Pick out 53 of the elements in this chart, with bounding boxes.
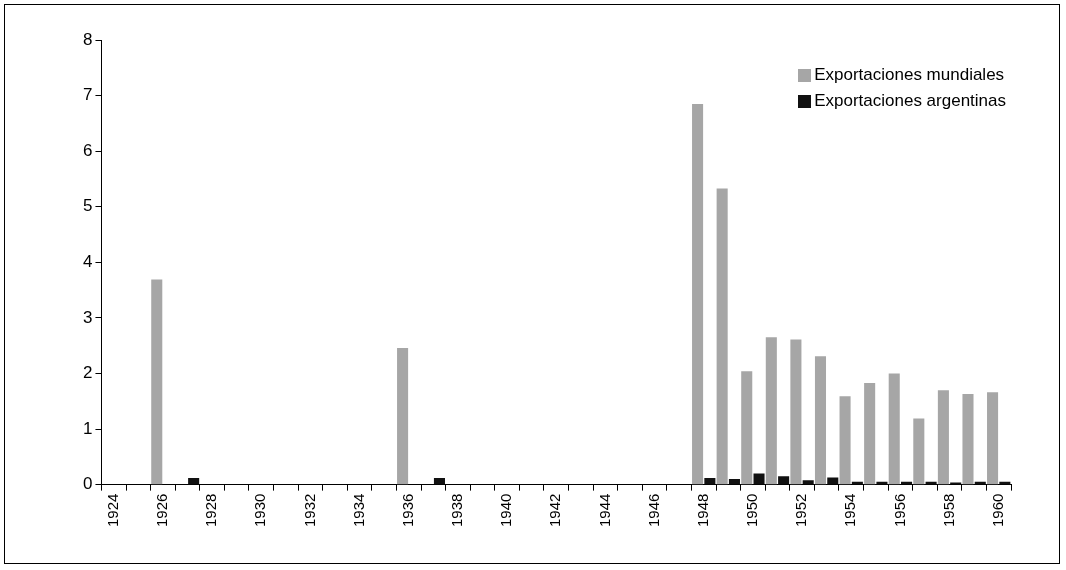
- x-tick-label: 1932: [300, 493, 318, 528]
- x-tick-label: 1954: [841, 493, 859, 528]
- bar: [728, 479, 740, 485]
- bar: [433, 477, 445, 485]
- bar: [962, 394, 974, 485]
- x-tick-label: 1960: [988, 493, 1006, 528]
- bar: [692, 103, 704, 485]
- bar: [765, 337, 777, 485]
- bar: [913, 418, 925, 485]
- bar: [987, 392, 999, 485]
- bar: [802, 480, 814, 485]
- x-tick-label: 1938: [448, 493, 466, 528]
- bar: [704, 477, 716, 485]
- x-tick-label: 1948: [693, 493, 711, 528]
- x-tick-label: 1940: [497, 493, 515, 528]
- y-tick-label: 8: [82, 29, 93, 49]
- bar: [741, 371, 753, 485]
- x-tick-label: 1958: [939, 493, 957, 528]
- y-tick-label: 1: [82, 418, 93, 438]
- x-tick-label: 1952: [792, 493, 810, 528]
- bar: [188, 477, 200, 485]
- y-tick-label: 3: [82, 307, 93, 327]
- bar: [397, 347, 409, 485]
- x-tick-label: 1942: [546, 493, 564, 528]
- y-tick-label: 7: [82, 85, 93, 105]
- bar: [778, 476, 790, 485]
- x-tick-label: 1930: [251, 493, 269, 528]
- legend-label: Exportaciones argentinas: [814, 91, 1006, 111]
- y-tick-label: 5: [82, 196, 93, 216]
- x-tick-label: 1934: [349, 493, 367, 528]
- x-tick-label: 1928: [202, 493, 220, 528]
- bar: [827, 477, 839, 485]
- bar: [716, 188, 728, 485]
- x-tick-label: 1924: [103, 493, 121, 528]
- x-tick-label: 1946: [644, 493, 662, 528]
- bar: [839, 396, 851, 485]
- y-tick-label: 4: [82, 252, 93, 271]
- x-tick-label: 1950: [743, 493, 761, 528]
- y-tick-label: 2: [82, 363, 93, 383]
- bar: [864, 382, 876, 485]
- bar: [888, 373, 900, 485]
- bar: [937, 390, 949, 485]
- y-tick-label: 0: [82, 474, 93, 494]
- y-tick-label: 6: [82, 140, 93, 160]
- bar: [753, 473, 765, 485]
- x-tick-label: 1944: [595, 493, 613, 528]
- bar: [151, 279, 163, 485]
- bar: [790, 339, 802, 485]
- bar: [814, 356, 827, 485]
- legend-label: Exportaciones mundiales: [814, 65, 1005, 85]
- x-tick-label: 1956: [890, 493, 908, 528]
- x-tick-label: 1936: [398, 493, 416, 528]
- x-tick-label: 1926: [153, 493, 171, 528]
